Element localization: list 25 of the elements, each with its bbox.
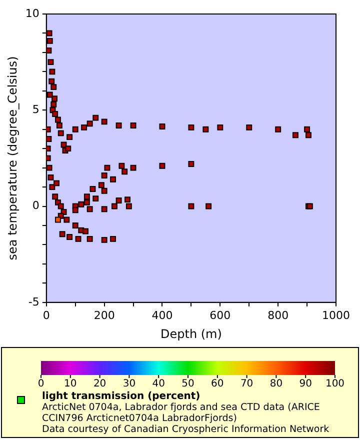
text: Data courtesy of Canadian Cryospheric Information Network <box>42 424 330 435</box>
x-tick-label: 800 <box>268 308 289 322</box>
color-bar-label: 70 <box>240 378 254 390</box>
y-axis-title: sea temperature (degree_Celsius) <box>5 56 20 260</box>
color-bar-label: 50 <box>182 378 194 390</box>
y-tick-label: 0 <box>32 199 40 212</box>
y-tick-label: 10 <box>25 6 40 20</box>
y-tick-label: -5 <box>28 295 40 308</box>
text: ArcticNet 0704a, Labrador fjords and sea CTD data (ARICE CCIN796 Arcticnet0704a LabradorFjords) <box>42 402 320 424</box>
color-bar-label: 60 <box>211 378 224 390</box>
x-tick-label: 600 <box>210 308 231 322</box>
color-bar-label: 100 <box>325 378 345 390</box>
x-tick-label: 0 <box>42 308 50 322</box>
color-bar-label: 90 <box>299 378 312 390</box>
color-bar-title: light transmission (percent) <box>42 391 200 402</box>
color-bar-label: 40 <box>152 378 165 390</box>
x-tick-label: 200 <box>94 308 115 322</box>
x-axis-title: Depth (m) <box>160 326 222 341</box>
color-bar-label: 10 <box>64 378 77 390</box>
y-tick-label: 5 <box>32 102 40 116</box>
color-bar-label: 30 <box>122 378 136 390</box>
color-bar-label: 20 <box>93 378 106 390</box>
color-bar-label: 80 <box>270 378 283 390</box>
x-tick-label: 400 <box>152 308 173 322</box>
x-tick-label: 1000 <box>322 308 350 322</box>
